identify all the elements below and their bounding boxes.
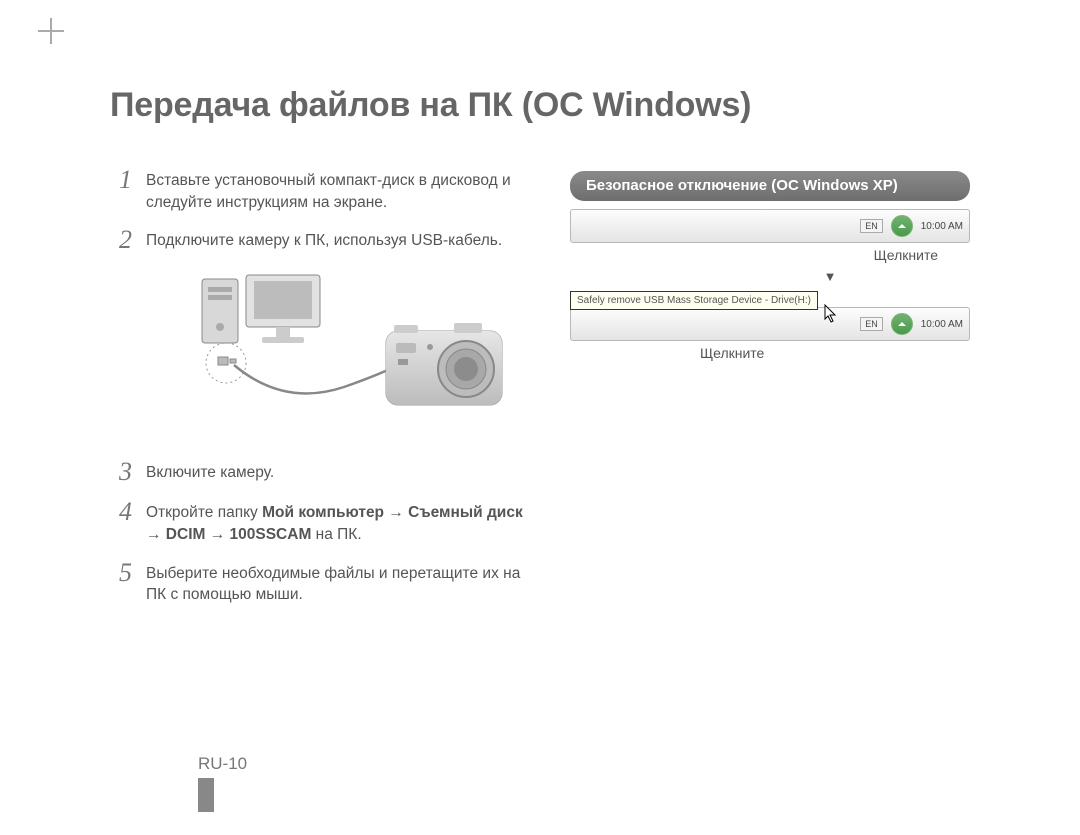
step-text: Включите камеру.	[146, 459, 274, 485]
callout-header: Безопасное отключение (ОС Windows XP)	[570, 171, 970, 201]
step-number: 3	[110, 459, 132, 485]
page-number: RU-10	[198, 754, 247, 774]
safely-remove-tooltip: Safely remove USB Mass Storage Device - …	[570, 291, 818, 310]
step-number: 5	[110, 560, 132, 606]
click-label-2: Щелкните	[570, 345, 970, 361]
step-1: 1 Вставьте установочный компакт-диск в д…	[110, 167, 530, 213]
step-text: Выберите необходимые файлы и перетащите …	[146, 560, 530, 606]
step-number: 4	[110, 499, 132, 545]
arrow-down-icon: ▼	[570, 269, 970, 284]
tray-lang: EN	[860, 317, 883, 331]
step-3: 3 Включите камеру.	[110, 459, 530, 485]
page-title: Передача файлов на ПК (ОС Windows)	[110, 86, 980, 125]
cursor-icon	[824, 304, 838, 324]
step-text: Подключите камеру к ПК, используя USB-ка…	[146, 227, 502, 253]
step-number: 2	[110, 227, 132, 253]
tooltip-row: Safely remove USB Mass Storage Device - …	[570, 290, 970, 341]
safely-remove-icon	[891, 313, 913, 335]
safe-remove-callout: Безопасное отключение (ОС Windows XP) EN…	[570, 171, 970, 361]
step-5: 5 Выберите необходимые файлы и перетащит…	[110, 560, 530, 606]
click-label-1: Щелкните	[570, 247, 970, 263]
step-text: Откройте папку Мой компьютер → Съемный д…	[146, 499, 530, 545]
callout-column: Безопасное отключение (ОС Windows XP) EN…	[570, 167, 970, 620]
safely-remove-icon	[891, 215, 913, 237]
tray-time: 10:00 AM	[921, 221, 963, 232]
step-text: Вставьте установочный компакт-диск в дис…	[146, 167, 530, 213]
step-number: 1	[110, 167, 132, 213]
tray-lang: EN	[860, 219, 883, 233]
xp-taskbar-1: EN 10:00 AM	[570, 209, 970, 243]
tray-time: 10:00 AM	[921, 319, 963, 330]
illustration-camera-pc	[154, 267, 530, 439]
step-2: 2 Подключите камеру к ПК, используя USB-…	[110, 227, 530, 253]
page-content: Передача файлов на ПК (ОС Windows) 1 Вст…	[110, 86, 980, 620]
steps-column: 1 Вставьте установочный компакт-диск в д…	[110, 167, 530, 620]
page-number-tab	[198, 778, 214, 812]
xp-taskbar-2: EN 10:00 AM	[570, 307, 970, 341]
step-4: 4 Откройте папку Мой компьютер → Съемный…	[110, 499, 530, 545]
